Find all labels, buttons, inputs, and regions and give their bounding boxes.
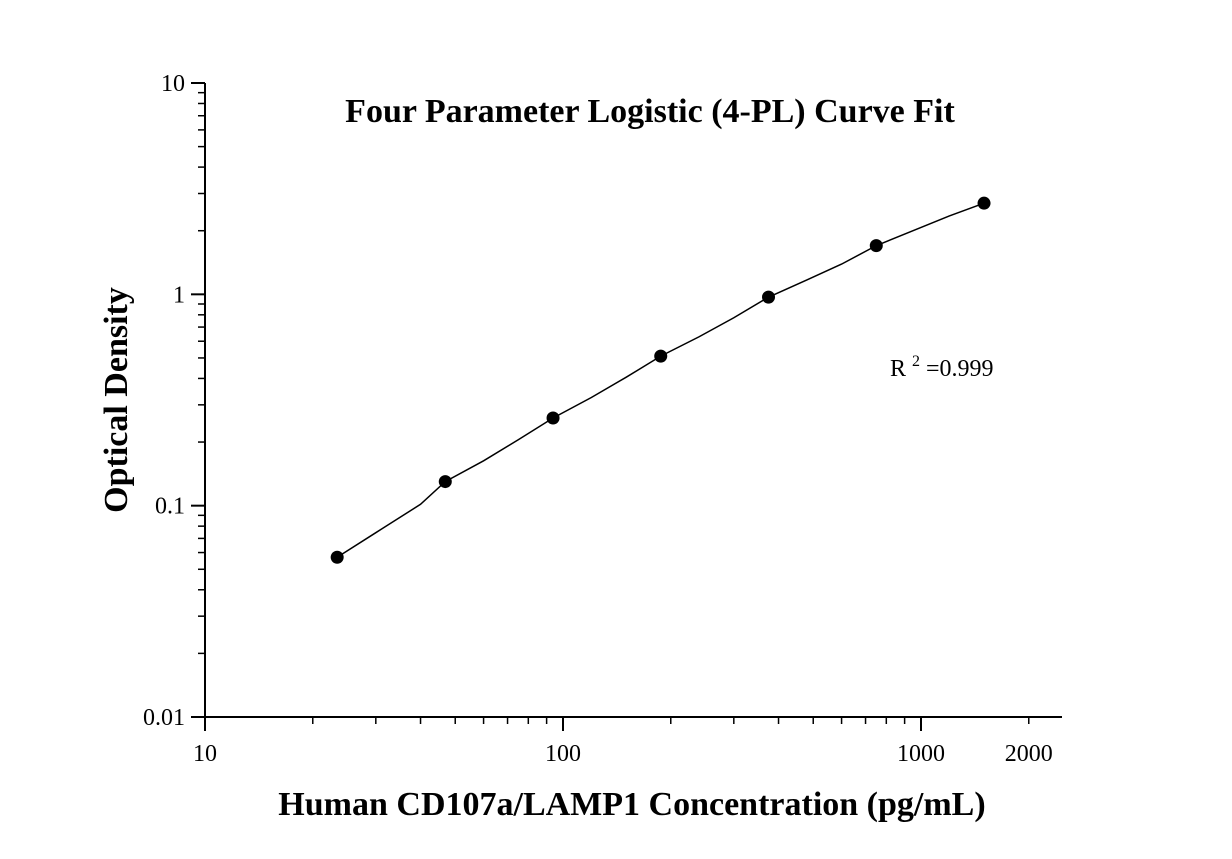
x-tick-label: 2000 xyxy=(1005,741,1053,767)
x-tick-label: 1000 xyxy=(897,741,945,767)
y-tick-label: 0.01 xyxy=(143,705,185,731)
r-squared-superscript: 2 xyxy=(912,353,920,370)
r-squared-annotation: R 2 =0.999 xyxy=(890,346,994,382)
fit-curve-layer xyxy=(336,202,985,558)
data-point xyxy=(762,290,776,304)
chart-title: Four Parameter Logistic (4-PL) Curve Fit xyxy=(345,93,955,130)
axes xyxy=(204,83,1062,718)
fit-curve xyxy=(336,202,985,558)
y-axis-label: Optical Density xyxy=(98,287,135,513)
data-point xyxy=(546,411,560,425)
data-point xyxy=(654,349,668,363)
ticks: 10 1 0.1 0.01 10 100 1000 2000 xyxy=(143,71,1053,767)
data-point xyxy=(869,239,883,253)
y-tick-label: 10 xyxy=(161,71,185,97)
x-axis-label: Human CD107a/LAMP1 Concentration (pg/mL) xyxy=(278,786,985,823)
data-point xyxy=(438,475,452,489)
x-tick-label: 10 xyxy=(193,741,217,767)
data-point xyxy=(330,550,344,564)
y-tick-label: 0.1 xyxy=(155,494,185,520)
y-tick-label: 1 xyxy=(173,282,185,308)
data-point xyxy=(977,196,991,210)
data-points xyxy=(330,196,991,564)
r-squared-value: =0.999 xyxy=(926,356,994,382)
r-squared-prefix: R xyxy=(890,356,906,382)
x-tick-label: 100 xyxy=(545,741,581,767)
